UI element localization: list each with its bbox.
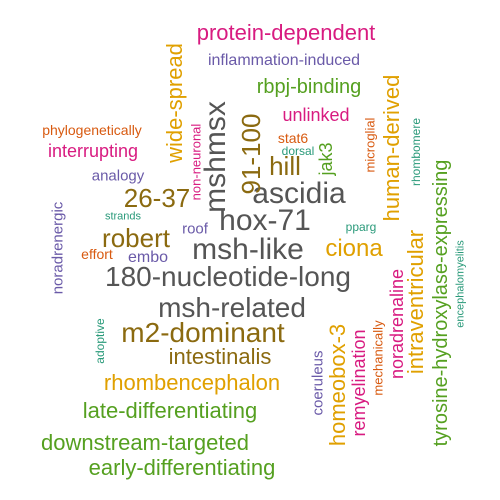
word-jak3: jak3: [316, 142, 336, 176]
word-non-neuronal: non-neuronal: [188, 123, 204, 201]
word-m2-dominant: m2-dominant: [121, 317, 285, 348]
word-wide-spread: wide-spread: [162, 43, 187, 163]
word-protein-dependent: protein-dependent: [196, 20, 376, 45]
word-mechanically: mechanically: [370, 320, 386, 396]
word-phylogenetically: phylogenetically: [42, 122, 142, 138]
word-mshmsx: mshmsx: [199, 101, 232, 213]
word-downstream-targeted: downstream-targeted: [41, 430, 249, 455]
word-rbpj-binding: rbpj-binding: [256, 76, 362, 98]
word-homeobox-3: homeobox-3: [325, 323, 350, 447]
word-91-100: 91-100: [236, 113, 266, 195]
word-human-derived: human-derived: [379, 74, 404, 222]
word-msh-related: msh-related: [158, 292, 306, 323]
word-noradrenaline: noradrenaline: [387, 268, 407, 380]
word-microglial: microglial: [362, 117, 378, 173]
word-rhombencephalon: rhombencephalon: [103, 370, 281, 395]
word-early-differentiating: early-differentiating: [88, 455, 276, 480]
word-stat6: stat6: [277, 130, 309, 146]
word-unlinked: unlinked: [282, 105, 350, 125]
word-embo: embo: [127, 249, 169, 266]
word-analogy: analogy: [91, 167, 145, 185]
word-msh-like: msh-like: [192, 233, 304, 266]
word-tyrosine-hydroxylase-expressing: tyrosine-hydroxylase-expressing: [430, 159, 452, 447]
word-hill: hill: [269, 151, 301, 181]
word-pparg: pparg: [345, 220, 377, 234]
word-robert: robert: [102, 223, 170, 253]
word-strands: strands: [104, 210, 142, 223]
word-late-differentiating: late-differentiating: [82, 398, 258, 423]
word-rhombomere: rhombomere: [409, 117, 423, 187]
word-hox-71: hox-71: [219, 204, 311, 237]
word-roof: roof: [182, 220, 208, 238]
word-26-37: 26-37: [123, 183, 191, 213]
word-intraventricular: intraventricular: [403, 229, 428, 375]
word-encephalomyelitis: encephalomyelitis: [454, 240, 467, 328]
word-adoptive: adoptive: [93, 318, 107, 364]
word-remyelination: remyelination: [349, 329, 369, 437]
word-ciona: ciona: [325, 235, 383, 262]
word-interrupting: interrupting: [47, 141, 139, 161]
word-effort: effort: [81, 246, 113, 262]
word-dorsal: dorsal: [281, 144, 315, 158]
word-intestinalis: intestinalis: [168, 344, 272, 369]
word-inflammation-induced: inflammation-induced: [207, 52, 361, 69]
word-coeruleus: coeruleus: [309, 350, 327, 416]
word-180-nucleotide-long: 180-nucleotide-long: [105, 261, 351, 292]
word-noradrenergic: noradrenergic: [49, 201, 67, 295]
word-ascidia: ascidia: [252, 177, 346, 210]
